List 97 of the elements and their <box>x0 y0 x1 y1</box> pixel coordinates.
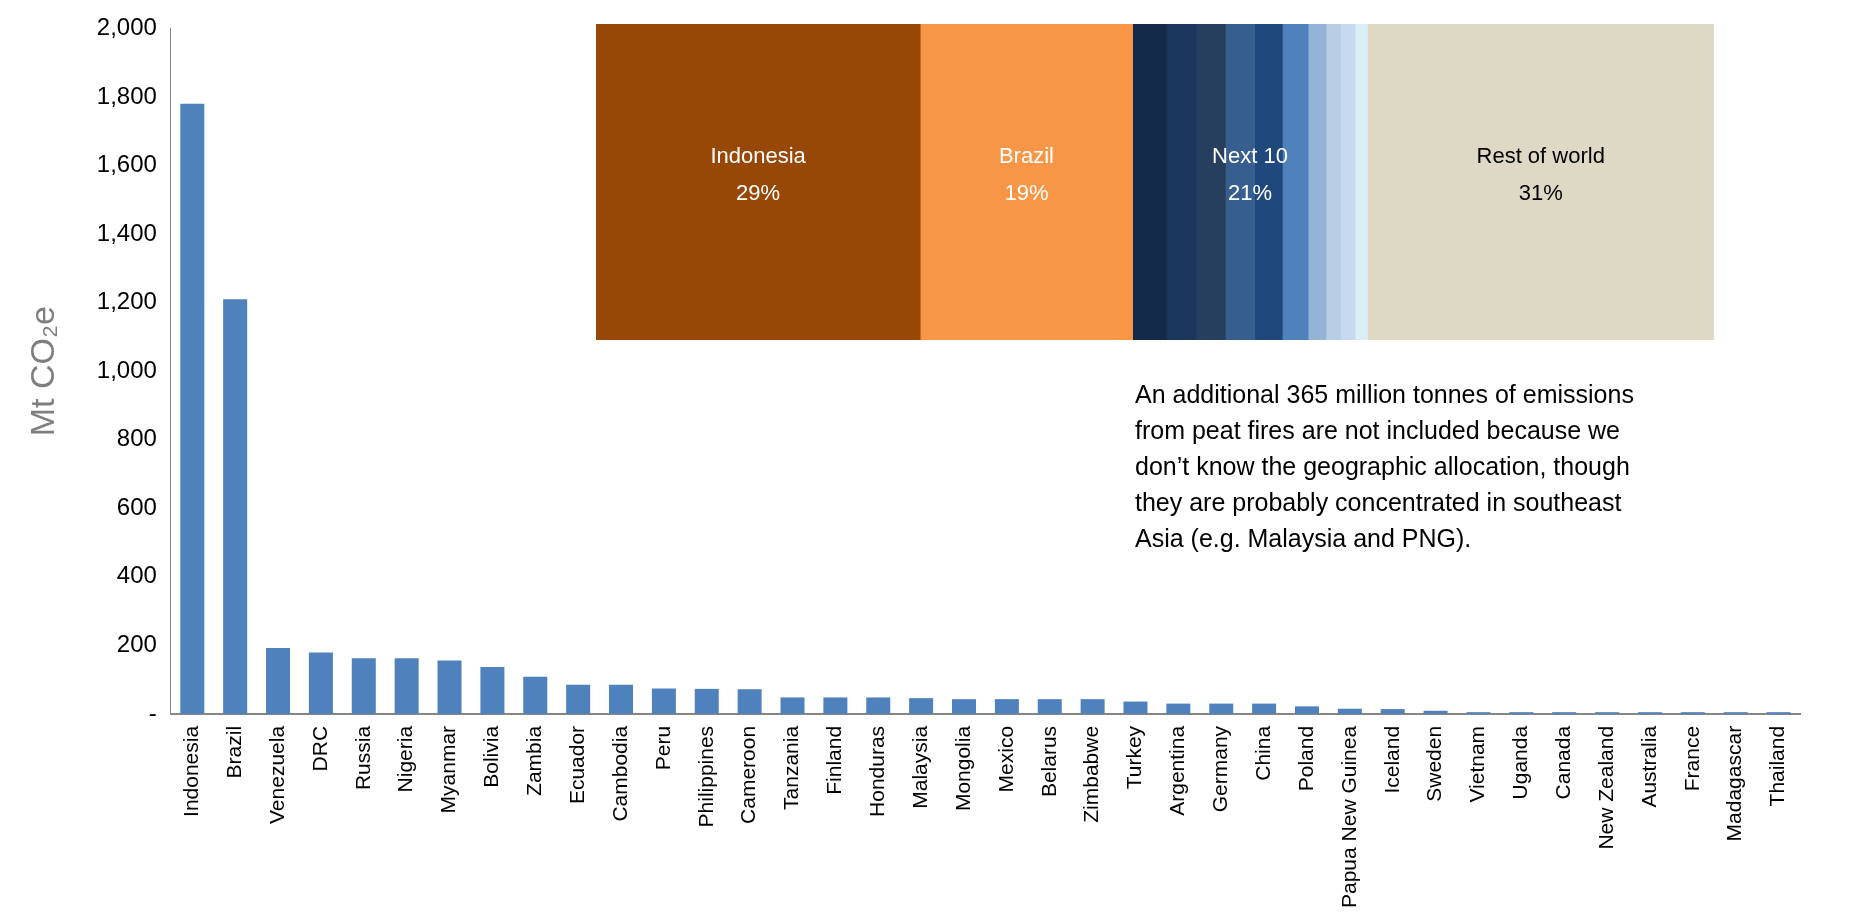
y-tick-label: 1,200 <box>96 287 157 315</box>
x-tick-label: Bolivia <box>479 725 503 788</box>
bar <box>866 697 891 714</box>
x-tick-label: Tanzania <box>779 725 803 810</box>
x-tick-label: Argentina <box>1165 725 1189 816</box>
bar <box>1252 703 1277 714</box>
x-tick-label: Indonesia <box>179 725 203 817</box>
bar <box>480 666 505 714</box>
bar <box>919 24 1133 340</box>
bar <box>1354 24 1368 340</box>
bar <box>223 299 248 714</box>
y-tick-label: 400 <box>116 561 157 589</box>
x-tick-label: Zimbabwe <box>1079 725 1103 823</box>
x-tick-label: Vietnam <box>1465 725 1489 803</box>
bar <box>1423 710 1448 714</box>
x-tick-label: Madagascar <box>1722 725 1746 842</box>
x-tick-label: Mongolia <box>950 725 974 812</box>
data-label: 29% <box>736 180 781 206</box>
x-tick-label: Uganda <box>1508 725 1532 800</box>
x-tick-label: Myanmar <box>436 725 460 814</box>
bar <box>1340 24 1356 340</box>
bar <box>737 689 762 714</box>
bar <box>523 676 548 714</box>
x-tick-label: Thailand <box>1765 725 1789 807</box>
x-tick-label: Honduras <box>865 725 889 817</box>
bar <box>1209 703 1234 714</box>
x-tick-label: Peru <box>650 725 674 771</box>
x-tick-label: Venezuela <box>264 725 288 824</box>
x-tick-label: Sweden <box>1422 725 1446 802</box>
data-label: 31% <box>1518 180 1563 206</box>
x-tick-label: Germany <box>1208 725 1232 813</box>
bar <box>1294 706 1319 714</box>
bar <box>351 658 376 714</box>
x-tick-label: Brazil <box>221 725 245 779</box>
bar <box>1307 24 1327 340</box>
series-label: Brazil <box>998 143 1054 169</box>
x-tick-label: Ecuador <box>564 725 588 805</box>
bar <box>308 652 333 714</box>
bar <box>951 699 976 714</box>
x-tick-label: Poland <box>1293 725 1317 792</box>
x-tick-label: Mexico <box>993 725 1017 793</box>
x-tick-label: Papua New Guinea <box>1336 725 1360 909</box>
x-tick-label: Finland <box>822 725 846 795</box>
bar <box>1166 703 1191 714</box>
y-tick-label: 200 <box>116 629 157 657</box>
y-tick-label: 800 <box>116 424 157 452</box>
y-tick-label: 1,600 <box>96 150 157 178</box>
bar <box>994 699 1019 714</box>
bar <box>823 697 848 714</box>
bar <box>651 688 676 714</box>
x-tick-label: Cameroon <box>736 725 760 824</box>
bar <box>1080 699 1105 714</box>
y-tick-label: 600 <box>116 492 157 520</box>
bar <box>1380 709 1405 714</box>
bar <box>609 684 634 714</box>
bar <box>1123 701 1148 714</box>
y-tick-label: - <box>148 698 157 726</box>
bar <box>780 697 805 714</box>
bar <box>1337 708 1362 714</box>
annotation: An additional 365 million tonnes of emissions from peat fires are not included because we don’t know the geographic allocation, though they are probably concentrated in southeast Asia (e.g. Malaysia and PNG). <box>1135 379 1635 554</box>
y-tick-label: 1,000 <box>96 355 157 383</box>
x-tick-label: Belarus <box>1036 725 1060 798</box>
y-tick-label: 1,800 <box>96 81 157 109</box>
bar <box>694 688 719 714</box>
x-tick-label: France <box>1679 725 1703 792</box>
x-tick-label: Malaysia <box>907 725 931 809</box>
x-tick-label: New Zealand <box>1593 725 1617 850</box>
x-tick-label: Iceland <box>1379 725 1403 794</box>
annotation: Next 10 <box>1212 143 1288 169</box>
x-tick-label: China <box>1250 725 1274 781</box>
annotation: 21% <box>1228 180 1273 206</box>
bar <box>1037 699 1062 714</box>
bar <box>1132 24 1167 340</box>
series-label: Rest of world <box>1476 143 1605 169</box>
x-tick-label: Zambia <box>522 725 546 796</box>
x-tick-label: Australia <box>1636 725 1660 808</box>
y-tick-label: 2,000 <box>96 13 157 41</box>
bar <box>909 698 934 714</box>
bar <box>566 684 591 714</box>
bar <box>437 660 462 714</box>
bar <box>394 658 419 714</box>
bar <box>1325 24 1341 340</box>
y-axis-title: Mt CO₂e <box>22 305 61 437</box>
x-tick-label: Cambodia <box>607 725 631 822</box>
x-tick-label: Turkey <box>1122 725 1146 790</box>
y-tick-label: 1,400 <box>96 218 157 246</box>
bar <box>266 648 291 714</box>
data-label: 19% <box>1004 180 1049 206</box>
series-label: Indonesia <box>710 143 807 169</box>
x-tick-label: Nigeria <box>393 725 417 793</box>
x-tick-label: Philippines <box>693 725 717 828</box>
bar <box>596 24 921 340</box>
x-tick-label: Russia <box>350 725 374 791</box>
bar <box>1367 24 1714 340</box>
x-tick-label: Canada <box>1551 725 1574 800</box>
x-tick-label: DRC <box>307 725 331 772</box>
bar <box>180 103 205 714</box>
